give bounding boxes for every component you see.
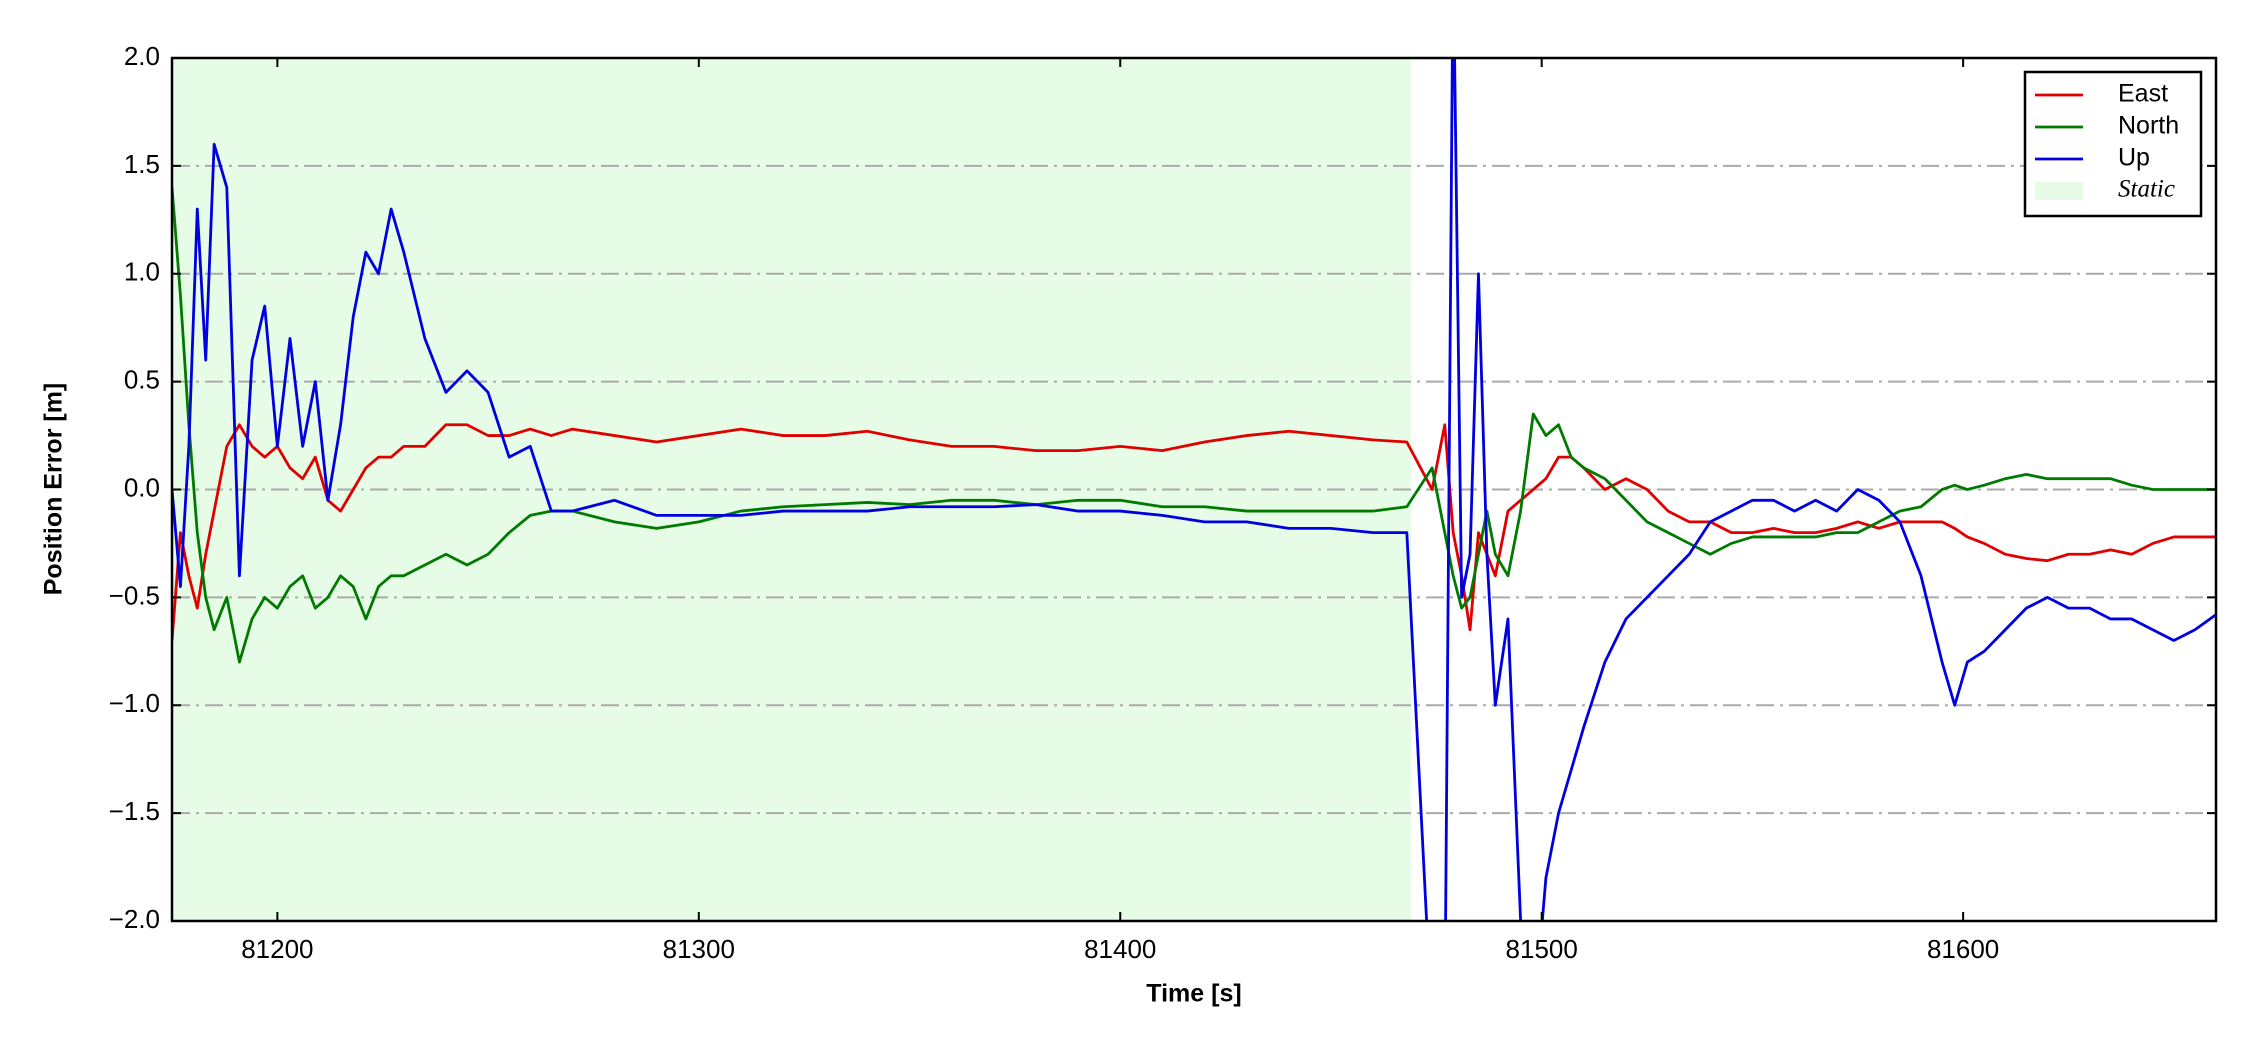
- x-axis-label: Time [s]: [1146, 980, 1241, 1008]
- legend-label: East: [2118, 80, 2168, 108]
- y-tick-label: −1.0: [109, 688, 160, 718]
- x-tick-label: 81600: [1927, 934, 1999, 964]
- y-tick-label: 2.0: [124, 41, 160, 71]
- series-line: [172, 423, 2216, 641]
- x-tick-label: 81300: [663, 934, 735, 964]
- series-line: [172, 187, 2216, 664]
- y-tick-label: 1.0: [124, 257, 160, 287]
- y-tick-label: 1.5: [124, 149, 160, 179]
- y-tick-label: 0.0: [124, 472, 160, 502]
- y-tick-label: −2.0: [109, 904, 160, 934]
- lines-layer: [172, 58, 2216, 921]
- legend-label: North: [2118, 112, 2179, 140]
- legend-label: Up: [2118, 144, 2150, 172]
- y-tick-label: −0.5: [109, 580, 160, 610]
- y-tick-label: −1.5: [109, 796, 160, 826]
- x-tick-label: 81200: [241, 934, 313, 964]
- legend: East North Up Static: [2023, 70, 2203, 218]
- y-axis-label: Position Error [m]: [40, 383, 68, 596]
- x-tick-label: 81400: [1084, 934, 1156, 964]
- x-tick-label: 81500: [1506, 934, 1578, 964]
- legend-swatch: [2035, 182, 2083, 200]
- series-line: [172, 58, 2216, 921]
- y-tick-label: 0.5: [124, 365, 160, 395]
- ticks-layer: −2.0 −1.5 −1.0 −0.5 0.0 0.5 1.0 1.5 2.0 81200 8130…: [109, 41, 2216, 964]
- legend-label: Static: [2118, 176, 2175, 203]
